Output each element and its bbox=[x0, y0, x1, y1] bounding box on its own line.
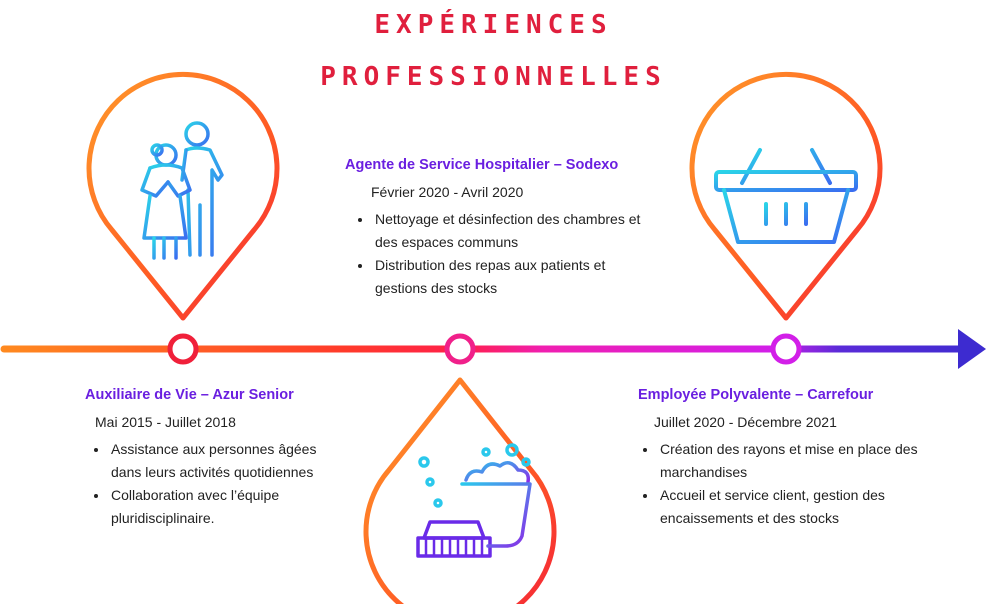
job-dates: Juillet 2020 - Décembre 2021 bbox=[654, 414, 837, 430]
timeline-node-sodexo bbox=[444, 333, 476, 365]
job-sodexo: Agente de Service Hospitalier – Sodexo F… bbox=[345, 157, 645, 300]
job-azur: Auxiliaire de Vie – Azur Senior Mai 2015… bbox=[85, 387, 345, 530]
job-bullet: Accueil et service client, gestion des e… bbox=[658, 484, 918, 530]
timeline-node-azur bbox=[167, 333, 199, 365]
job-bullets: Assistance aux personnes âgées dans leur… bbox=[85, 438, 345, 530]
job-bullets: Nettoyage et désinfection des chambres e… bbox=[345, 208, 645, 300]
timeline-arrowhead bbox=[958, 329, 986, 369]
job-title: Employée Polyvalente – Carrefour bbox=[638, 387, 874, 403]
elderly-couple-icon bbox=[140, 121, 224, 260]
pin-azur bbox=[86, 71, 280, 321]
job-carrefour: Employée Polyvalente – Carrefour Juillet… bbox=[638, 387, 918, 530]
timeline-node-carrefour bbox=[770, 333, 802, 365]
title-line-2: PROFESSIONNELLES bbox=[320, 62, 667, 92]
shopping-basket-icon bbox=[714, 148, 858, 244]
job-bullets: Création des rayons et mise en place des… bbox=[638, 438, 918, 530]
job-bullet: Nettoyage et désinfection des chambres e… bbox=[373, 208, 645, 254]
pin-carrefour bbox=[689, 71, 883, 321]
job-title: Agente de Service Hospitalier – Sodexo bbox=[345, 157, 619, 173]
job-dates: Février 2020 - Avril 2020 bbox=[371, 184, 524, 200]
job-bullet: Distribution des repas aux patients et g… bbox=[373, 254, 645, 300]
pin-sodexo bbox=[363, 377, 557, 604]
job-bullet: Collaboration avec l’équipe pluridiscipl… bbox=[109, 484, 345, 530]
cleaning-bucket-mop-icon bbox=[416, 443, 532, 558]
job-bullet: Création des rayons et mise en place des… bbox=[658, 438, 918, 484]
job-bullet: Assistance aux personnes âgées dans leur… bbox=[109, 438, 345, 484]
title-line-1: EXPÉRIENCES bbox=[374, 10, 613, 40]
job-dates: Mai 2015 - Juillet 2018 bbox=[95, 414, 236, 430]
job-title: Auxiliaire de Vie – Azur Senior bbox=[85, 387, 294, 403]
